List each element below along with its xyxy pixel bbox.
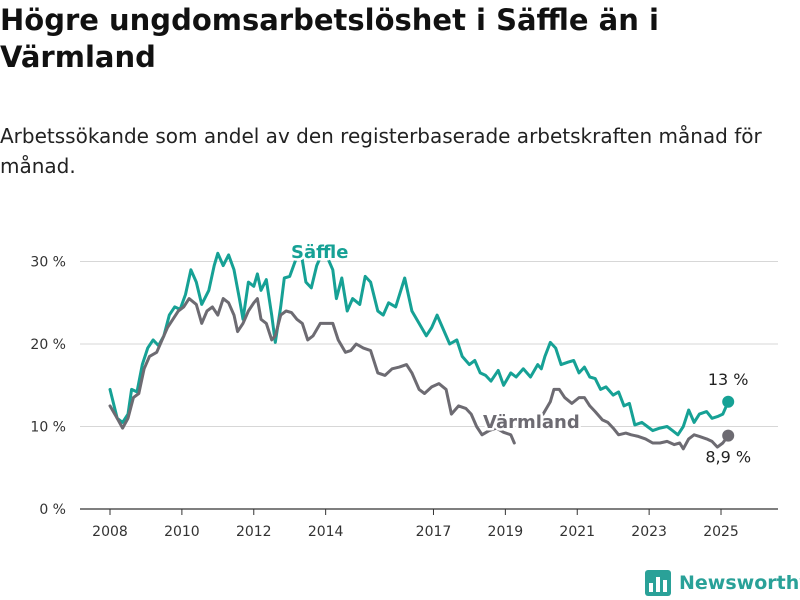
series-label-varmland: Värmland [483, 412, 580, 433]
x-tick-label: 2019 [488, 524, 524, 540]
series-labels: Säffle Värmland 13 % 8,9 % [289, 240, 752, 467]
x-axis-ticks: 2008 2010 2012 2014 2017 2019 2021 2023 2025 [92, 509, 739, 540]
newsworthy-brand[interactable]: Newsworthy [645, 568, 800, 598]
x-tick-label: 2021 [559, 524, 595, 540]
x-tick-label: 2023 [631, 524, 667, 540]
x-tick-label: 2014 [308, 524, 344, 540]
end-value-label-varmland: 8,9 % [705, 448, 751, 467]
y-tick-label: 10 % [30, 420, 66, 436]
series-lines [108, 247, 735, 451]
y-tick-label: 0 % [39, 502, 66, 518]
series-label-saffle: Säffle [291, 242, 348, 263]
end-point-saffle [722, 395, 735, 408]
chart-subtitle: Arbetssökande som andel av den registerb… [0, 124, 762, 178]
end-value-label-saffle: 13 % [708, 370, 749, 389]
brand-name: Newsworthy [679, 572, 800, 594]
x-tick-label: 2008 [92, 524, 128, 540]
x-tick-label: 2017 [416, 524, 452, 540]
bar-chart-logo-icon [645, 570, 671, 596]
y-tick-label: 20 % [30, 337, 66, 353]
series-line-varmland [108, 297, 730, 451]
chart-title: Högre ungdomsarbetslöshet i Säffle än i … [0, 3, 659, 74]
y-axis-ticks: 0 % 10 % 20 % 30 % [30, 255, 66, 519]
series-line-saffle [108, 247, 730, 437]
x-tick-label: 2010 [164, 524, 200, 540]
end-point-varmland [722, 429, 735, 442]
y-tick-label: 30 % [30, 255, 66, 271]
x-tick-label: 2025 [703, 524, 739, 540]
x-tick-label: 2012 [236, 524, 272, 540]
